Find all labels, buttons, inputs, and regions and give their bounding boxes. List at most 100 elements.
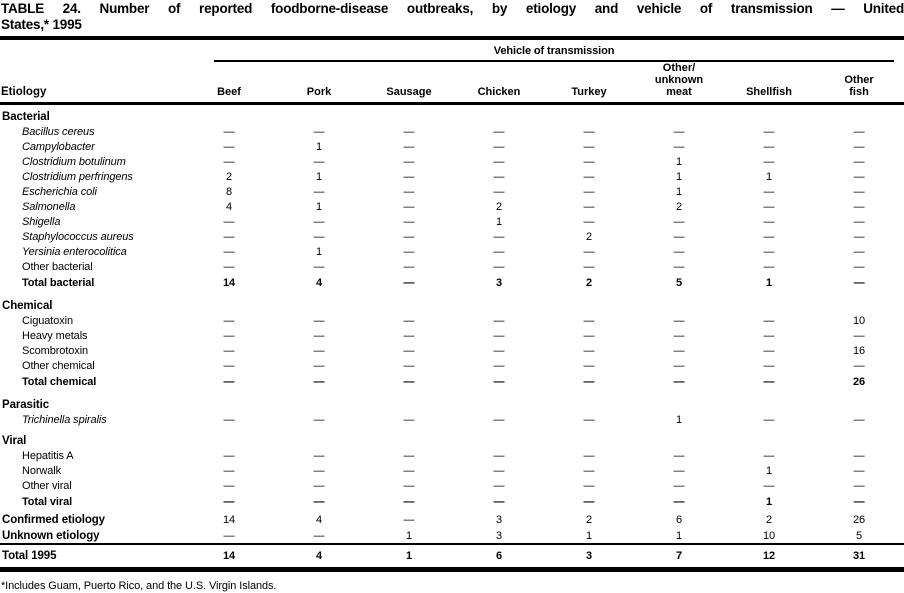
cell-shellfish: — [763,376,775,388]
cell-other-fish: — [853,260,865,273]
cell-other-unknown-meat: 1 [675,530,683,542]
cell-beef: — [223,413,235,426]
cell-other-unknown-meat: 1 [675,185,683,198]
cell-beef: — [223,359,235,372]
row-total-viral: Total viral — — — — — — 1 — [0,493,904,511]
cell-other-unknown-meat: — [673,376,685,388]
cell-sausage: — [403,185,415,198]
cell-chicken: 1 [495,215,503,228]
cell-sausage: — [403,125,415,138]
row-label: Confirmed etiology [2,514,105,526]
cell-chicken: — [493,359,505,372]
cell-turkey: — [583,140,595,153]
cell-shellfish: — [763,125,775,138]
cell-pork: 1 [315,245,323,258]
cell-sausage: 1 [405,530,413,542]
cell-shellfish: — [763,359,775,372]
row-hepatitis-a: Hepatitis A — — — — — — — — [0,448,904,463]
table-title-line2: States,* 1995 [1,17,82,32]
table-title: TABLE 24. Number of reported foodborne-d… [0,0,904,40]
cell-shellfish: 1 [765,464,773,477]
cell-turkey: — [583,329,595,342]
cell-chicken: — [493,245,505,258]
row-label: Staphylococcus aureus [22,230,134,243]
column-header-chicken: Chicken [454,62,544,105]
cell-chicken: — [493,185,505,198]
cell-other-unknown-meat: — [673,215,685,228]
cell-shellfish: — [763,245,775,258]
cell-other-unknown-meat: — [673,260,685,273]
cell-sausage: — [403,413,415,426]
cell-shellfish: — [763,260,775,273]
row-label: Heavy metals [22,329,88,342]
cell-other-unknown-meat: — [673,230,685,243]
cell-sausage: — [403,496,415,508]
cell-sausage: — [403,170,415,183]
cell-shellfish: — [763,329,775,342]
row-label: Total chemical [22,376,97,388]
cell-other-fish: — [853,277,865,289]
cell-beef: 14 [222,514,236,526]
cell-shellfish: 1 [765,277,773,289]
row-viral: Viral [0,427,904,448]
cell-other-unknown-meat: — [673,479,685,492]
cell-other-unknown-meat: 2 [675,200,683,213]
row-label: Trichinella spiralis [22,413,107,426]
cell-turkey: 3 [544,543,634,572]
cell-beef: — [223,530,235,542]
cell-pork: 4 [315,277,323,289]
cell-other-fish: — [853,215,865,228]
cell-beef: 14 [184,543,274,572]
cell-chicken: — [493,479,505,492]
row-label: Viral [2,435,27,447]
cell-beef: — [223,245,235,258]
cell-turkey: 2 [585,277,593,289]
cell-beef: — [223,496,235,508]
row-bacillus-cereus: Bacillus cereus — — — — — — — — [0,124,904,139]
cell-other-unknown-meat: — [673,125,685,138]
cell-beef: 4 [225,200,233,213]
cell-shellfish: 10 [762,530,776,542]
cell-pork: 1 [315,140,323,153]
cell-chicken: — [493,170,505,183]
row-label: Parasitic [2,399,50,411]
cell-other-fish: — [853,125,865,138]
row-label: Scombrotoxin [22,344,89,357]
row-label: Clostridium perfringens [22,170,133,183]
row-total-chemical: Total chemical — — — — — — — 26 [0,373,904,391]
cell-other-fish: — [853,496,865,508]
cell-beef: — [223,449,235,462]
cell-pork: — [313,344,325,357]
cell-other-fish: — [853,413,865,426]
cell-pork: — [313,359,325,372]
cell-sausage: — [403,140,415,153]
cell-pork: — [313,413,325,426]
row-shigella: Shigella — — — 1 — — — — [0,214,904,229]
cell-chicken: 2 [495,200,503,213]
cell-pork: — [313,230,325,243]
cell-sausage: — [403,329,415,342]
cell-chicken: — [493,260,505,273]
cell-sausage: — [403,260,415,273]
cell-sausage: — [403,215,415,228]
cell-turkey: — [583,215,595,228]
cell-pork: — [313,449,325,462]
row-label: Salmonella [22,200,76,213]
cell-chicken: 3 [495,530,503,542]
vehicle-of-transmission-spanner: Vehicle of transmission [214,45,895,62]
cell-other-unknown-meat: 1 [675,170,683,183]
cell-beef: 14 [222,277,236,289]
row-unknown-etiology: Unknown etiology — — 1 3 1 1 10 5 [0,527,904,544]
cell-shellfish: 2 [765,514,773,526]
cell-other-fish: — [853,140,865,153]
cell-turkey: — [583,200,595,213]
row-scombrotoxin: Scombrotoxin — — — — — — — 16 [0,343,904,358]
row-label: Unknown etiology [2,530,100,542]
cell-shellfish: 1 [765,496,773,508]
cell-shellfish: — [763,344,775,357]
cell-turkey: — [583,413,595,426]
cell-chicken: — [493,413,505,426]
cell-pork: 1 [315,170,323,183]
cell-beef: — [223,314,235,327]
cell-other-unknown-meat: — [673,496,685,508]
